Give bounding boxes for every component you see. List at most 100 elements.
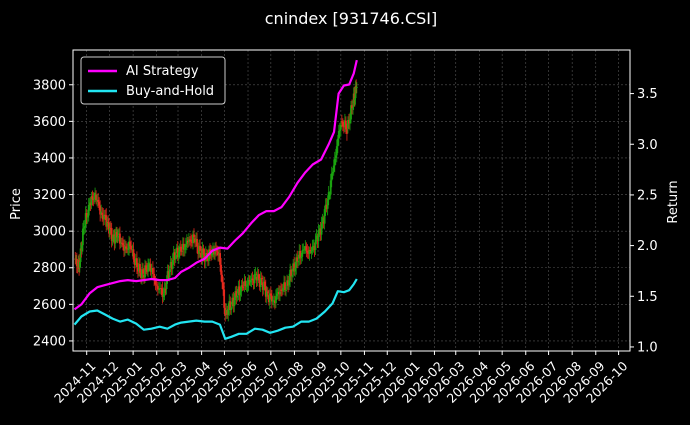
candle-body [247, 280, 250, 285]
candle-body [262, 281, 265, 290]
candle-body [139, 264, 141, 273]
candle-body [230, 307, 233, 311]
candle-body [103, 214, 106, 220]
candle-body [282, 288, 284, 291]
candle-body [328, 194, 331, 196]
candle-body [239, 291, 242, 296]
y-right-tick-label: 1.0 [637, 340, 658, 355]
candle-body [175, 247, 178, 254]
candle-body [116, 232, 118, 238]
candle-body [170, 261, 173, 269]
candle-body [185, 240, 188, 245]
candle-body [147, 264, 149, 272]
candle-body [245, 285, 248, 287]
candle-body [216, 249, 218, 252]
candle-body [346, 129, 348, 134]
candle-body [303, 249, 306, 251]
y-left-axis-label: Price [9, 188, 24, 220]
candle-body [200, 253, 203, 258]
candle-body [194, 238, 196, 243]
candle-body [259, 278, 262, 287]
candle-body [111, 239, 114, 241]
y-left-tick-label: 3000 [33, 225, 66, 240]
candle-body [264, 286, 267, 297]
candle-body [195, 238, 197, 243]
candle-body [289, 269, 292, 281]
candle-body [351, 105, 353, 109]
candle-body [133, 258, 136, 265]
candle-body [173, 252, 176, 260]
candle-body [169, 261, 172, 268]
candle-body [156, 286, 159, 290]
y-right-tick-label: 1.5 [637, 290, 658, 305]
candle-body [161, 288, 164, 297]
candle-body [330, 173, 333, 181]
candle-body [235, 291, 238, 298]
candle-body [257, 274, 260, 279]
candle-body [188, 239, 190, 243]
candle-body [81, 228, 84, 246]
candle-body [104, 214, 107, 216]
candle-body [240, 285, 243, 292]
candle-body [155, 284, 158, 286]
candle-body [132, 249, 135, 259]
candle-body [250, 278, 253, 281]
candle-body [158, 288, 160, 290]
candle-body [131, 249, 134, 251]
candle-body [138, 264, 140, 272]
candle-body [354, 86, 357, 99]
candle-body [221, 274, 224, 283]
candle-body [177, 251, 180, 258]
candle-body [94, 192, 96, 198]
candle-body [275, 296, 277, 304]
candle-body [144, 265, 146, 278]
candle-body [149, 264, 152, 272]
candle-body [114, 235, 117, 244]
candle-body [277, 291, 279, 294]
candle-body [127, 248, 129, 250]
candle-body [116, 236, 119, 238]
candle-body [145, 265, 147, 270]
candle-body [219, 253, 222, 265]
candle-body [123, 245, 125, 251]
candle-body [306, 250, 309, 253]
candle-body [242, 286, 245, 288]
candle-body [234, 291, 237, 301]
candle-body [166, 271, 169, 280]
candle-body [295, 257, 298, 268]
candle-body [333, 158, 336, 166]
candle-body [260, 278, 263, 280]
candle-body [225, 310, 228, 314]
candle-body [296, 257, 299, 262]
candle-body [332, 165, 335, 172]
candle-body [214, 248, 216, 255]
y-left-tick-label: 3200 [33, 188, 66, 203]
candle-body [83, 226, 86, 228]
candle-body [283, 282, 285, 289]
candle-body [290, 269, 293, 277]
candle-body [261, 282, 264, 290]
candle-body [265, 291, 268, 297]
candle-body [95, 194, 97, 201]
candle-body [124, 246, 126, 250]
candle-body [312, 245, 315, 247]
candle-body [305, 246, 308, 251]
candle-body [336, 138, 339, 147]
candle-body [91, 196, 94, 200]
candle-body [198, 245, 200, 254]
y-left-tick-label: 3800 [33, 78, 66, 93]
candle-body [75, 258, 78, 267]
candle-body [316, 240, 319, 242]
candle-body [350, 105, 352, 120]
candle-body [293, 263, 296, 272]
candle-body [228, 301, 231, 310]
candle-body [280, 289, 282, 291]
candle-body [272, 300, 275, 302]
candle-body [82, 227, 85, 229]
candle-body [137, 267, 139, 272]
candle-body [288, 280, 291, 286]
candle-body [349, 119, 351, 124]
candle-body [267, 295, 270, 303]
candle-body [129, 241, 131, 247]
